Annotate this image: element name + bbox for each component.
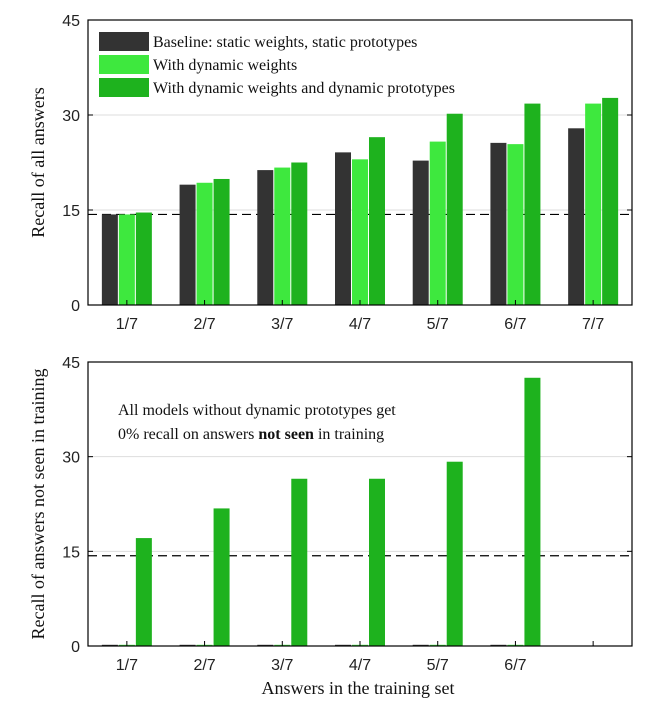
top-bar-3-7-series-2 [274,167,291,305]
annotation-text-after: in training [314,426,384,443]
top-bar-6-7-series-2 [507,144,524,305]
top-y-tick-label: 0 [71,298,80,315]
top-y-tick-label: 30 [62,108,80,125]
top-bar-4-7-series-1 [335,152,351,305]
top-bar-5-7-series-3 [446,113,463,305]
legend-swatch-3 [99,78,149,97]
top-bar-7-7-series-2 [585,103,602,305]
top-x-tick-label: 7/7 [582,316,604,333]
top-x-tick-label: 1/7 [116,316,138,333]
bot-x-tick-label: 3/7 [271,657,293,674]
top-x-tick-label: 6/7 [504,316,526,333]
top-x-tick-label: 2/7 [193,316,215,333]
bot-bar-3-7-series-3 [291,478,308,646]
top-bar-6-7-series-1 [490,142,507,305]
top-bar-7-7-series-1 [568,128,585,305]
top-bar-1-7-series-1 [101,214,118,305]
top-y-tick-label: 15 [62,203,80,220]
top-panel: 0 15 30 45 1/7 2/7 3/7 4/7 5/7 6/7 7/7 Recall of … [28,13,633,333]
bot-bar-2-7-series-3 [213,508,230,646]
annotation-text-bold: not seen [258,426,314,443]
annotation-text-before: 0% recall on answers [118,426,258,443]
top-y-axis-label: Recall of all answers [28,87,48,237]
top-bar-2-7-series-1 [179,184,196,305]
top-bar-4-7-series-2 [352,159,368,305]
bot-x-tick-label: 1/7 [116,657,138,674]
legend-swatch-2 [99,55,149,74]
top-bar-6-7-series-3 [524,103,541,305]
legend-background [94,27,540,100]
bot-x-tick-label: 4/7 [349,657,371,674]
bot-y-tick-label: 45 [62,355,80,372]
top-x-tick-label: 3/7 [271,316,293,333]
annotation-line-1: All models without dynamic prototypes ge… [118,402,396,419]
bot-y-tick-label: 0 [71,639,80,656]
top-bar-5-7-series-1 [412,160,429,305]
top-bar-5-7-series-2 [429,141,446,305]
top-x-tick-label: 5/7 [427,316,449,333]
bot-x-tick-label: 2/7 [193,657,215,674]
bottom-x-axis-label: Answers in the training set [262,678,455,698]
top-bar-2-7-series-3 [213,178,230,305]
legend: Baseline: static weights, static prototy… [94,27,540,100]
bot-x-tick-label: 6/7 [504,657,526,674]
top-bar-4-7-series-3 [369,137,385,305]
bottom-panel: 0 15 30 45 1/7 2/7 3/7 4/7 5/7 6/7 Recall of ans… [28,355,633,698]
top-bar-1-7-series-2 [118,214,135,305]
bot-x-tick-label: 5/7 [427,657,449,674]
annotation-line-2: 0% recall on answers not seen in trainin… [118,426,384,443]
bot-bar-4-7-series-3 [369,478,385,646]
bot-bar-1-7-series-3 [135,538,152,646]
bot-bar-5-7-series-3 [446,461,463,646]
top-bar-7-7-series-3 [602,97,619,306]
top-y-tick-label: 45 [62,13,80,30]
legend-label-3: With dynamic weights and dynamic prototy… [153,80,455,97]
legend-label-2: With dynamic weights [153,57,297,74]
legend-label-1: Baseline: static weights, static prototy… [153,34,417,51]
top-bar-1-7-series-3 [135,212,152,305]
top-bar-2-7-series-2 [196,182,213,305]
bot-bar-6-7-series-3 [524,377,541,646]
bot-y-tick-label: 30 [62,450,80,467]
bot-y-tick-label: 15 [62,544,80,561]
bottom-y-axis-label: Recall of answers not seen in training [28,369,48,640]
top-bar-3-7-series-3 [291,162,308,305]
top-bar-3-7-series-1 [257,170,274,305]
top-x-tick-label: 4/7 [349,316,371,333]
legend-swatch-1 [99,32,149,51]
